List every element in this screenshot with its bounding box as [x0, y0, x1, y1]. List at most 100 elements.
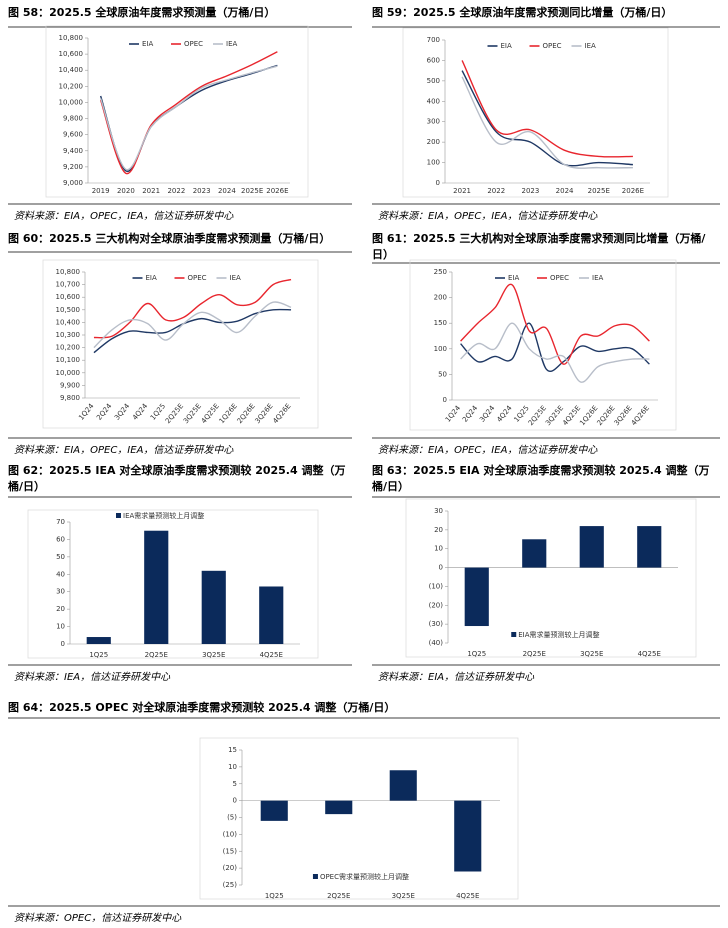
y-tick-label: 250: [434, 268, 447, 276]
y-tick-label: 20: [56, 605, 65, 613]
x-tick-label: 2025E: [588, 187, 610, 195]
y-tick-label: 10,800: [59, 34, 84, 42]
y-tick-label: 10,100: [56, 356, 81, 364]
legend-label: OPEC: [188, 274, 207, 282]
x-tick-label: 2021: [453, 187, 471, 195]
legend-label: IEA: [226, 40, 237, 48]
y-tick-label: 9,800: [63, 115, 83, 123]
x-tick-label: 4Q25E: [456, 892, 479, 900]
x-tick-label: 2026E: [622, 187, 644, 195]
x-tick-label: 2Q24: [461, 404, 480, 424]
x-tick-label: 2023: [193, 187, 211, 195]
legend-label: IEA: [230, 274, 241, 282]
y-tick-label: 10,200: [56, 344, 81, 352]
x-tick-label: 2Q25E: [327, 892, 350, 900]
x-tick-label: 3Q24: [113, 402, 132, 422]
line: [461, 76, 633, 169]
legend-label: EIA: [508, 274, 519, 282]
y-tick-label: 0: [443, 396, 447, 404]
legend-label: EIA: [142, 40, 153, 48]
y-tick-label: 10,000: [56, 369, 81, 377]
legend-label: EIA需求量预测较上月调整: [518, 630, 599, 639]
y-tick-label: 9,000: [63, 179, 83, 187]
line: [460, 283, 650, 365]
x-tick-label: 2Q25E: [145, 651, 168, 659]
legend-label: EIA: [501, 42, 512, 50]
line: [99, 64, 278, 172]
y-tick-label: (10): [223, 830, 238, 838]
y-tick-label: 5: [233, 780, 237, 788]
y-tick-label: 10,600: [56, 293, 81, 301]
bar: [464, 567, 489, 627]
bar: [637, 526, 662, 568]
x-tick-label: 2019: [92, 187, 110, 195]
y-tick-label: 15: [228, 746, 237, 754]
x-tick-label: 2021: [142, 187, 160, 195]
source-note: 资料来源：EIA，OPEC，IEA，信达证券研发中心: [14, 211, 234, 222]
line: [99, 51, 278, 175]
x-tick-label: 2023: [522, 187, 540, 195]
y-tick-label: 50: [56, 553, 65, 561]
legend-label: OPEC: [543, 42, 562, 50]
y-tick-label: 9,900: [60, 381, 80, 389]
chart-frame: [199, 737, 519, 900]
x-tick-label: 3Q25E: [392, 892, 415, 900]
source-note: 资料来源：EIA，信达证券研发中心: [378, 672, 535, 683]
y-tick-label: 10,200: [59, 82, 84, 90]
y-tick-label: 9,600: [63, 131, 83, 139]
y-tick-label: 10: [56, 623, 65, 631]
x-tick-label: 2022: [167, 187, 185, 195]
x-tick-label: 3Q25E: [182, 402, 203, 425]
x-tick-label: 1Q25: [467, 650, 486, 658]
x-tick-label: 4Q25E: [638, 650, 661, 658]
chart-frame: [42, 259, 319, 429]
legend-label: IEA: [592, 274, 603, 282]
bar: [259, 586, 284, 644]
legend-label: OPEC: [550, 274, 569, 282]
y-tick-label: 30: [56, 588, 65, 596]
y-tick-label: (20): [223, 864, 238, 872]
bar: [389, 770, 417, 801]
legend-label: IEA需求量预测较上月调整: [123, 511, 204, 520]
y-tick-label: 60: [56, 535, 65, 543]
y-tick-label: 100: [427, 159, 440, 167]
x-tick-label: 4Q24: [495, 404, 514, 424]
x-tick-label: 2Q24: [95, 402, 114, 422]
y-tick-label: 40: [56, 570, 65, 578]
legend-swatch: [116, 513, 121, 518]
figure-title: 图 58：2025.5 全球原油年度需求预测量（万桶/日）: [8, 6, 276, 19]
y-tick-label: 700: [427, 36, 440, 44]
y-tick-label: 200: [434, 294, 447, 302]
y-tick-label: (25): [223, 881, 238, 889]
figure-title: 图 60：2025.5 三大机构对全球原油季度需求预测量（万桶/日）: [8, 232, 331, 245]
line: [93, 301, 292, 349]
y-tick-label: 20: [434, 526, 443, 534]
x-tick-label: 3Q26E: [254, 402, 275, 425]
x-tick-label: 2025E: [241, 187, 263, 195]
y-tick-label: 10: [228, 763, 237, 771]
y-tick-label: (5): [227, 814, 237, 822]
y-tick-label: (20): [429, 601, 444, 609]
y-tick-label: (30): [429, 620, 444, 628]
y-tick-label: 10,400: [59, 66, 84, 74]
y-tick-label: 300: [427, 118, 440, 126]
x-tick-label: 3Q24: [478, 404, 497, 424]
chart-frame: [45, 25, 309, 198]
x-tick-label: 4Q25E: [260, 651, 283, 659]
bar: [325, 800, 353, 815]
x-tick-label: 1Q24: [444, 404, 463, 424]
y-tick-label: 9,200: [63, 163, 83, 171]
source-note: 资料来源：EIA，OPEC，IEA，信达证券研发中心: [378, 445, 598, 456]
y-tick-label: 9,400: [63, 147, 83, 155]
y-tick-label: 0: [233, 797, 237, 805]
x-tick-label: 2022: [487, 187, 505, 195]
line: [460, 322, 650, 383]
x-tick-label: 1Q25: [89, 651, 108, 659]
x-tick-label: 2024: [218, 187, 236, 195]
bar: [522, 539, 547, 568]
chart-frame: [409, 259, 677, 431]
y-tick-label: 10,700: [56, 281, 81, 289]
source-note: 资料来源：OPEC，信达证券研发中心: [14, 913, 182, 924]
